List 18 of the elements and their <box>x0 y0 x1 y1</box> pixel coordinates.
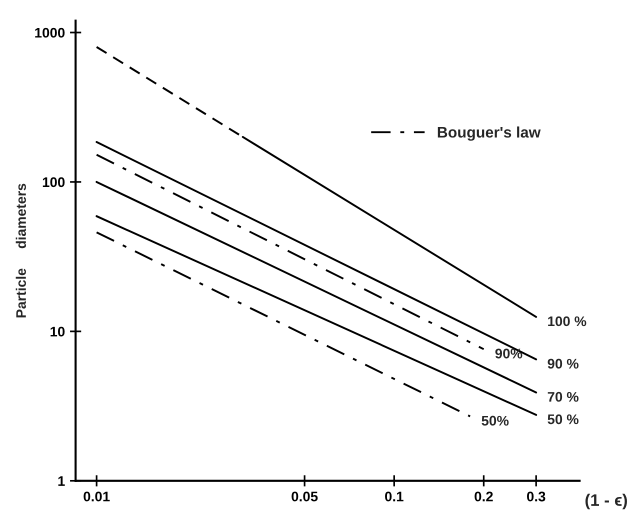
y-tick-label: 1000 <box>35 28 65 38</box>
y-axis-title: Particle diameters <box>16 184 26 318</box>
annotation: 90% <box>495 348 522 358</box>
y-tick-label: 10 <box>50 326 65 337</box>
annotation: 50 % <box>548 414 579 424</box>
x-tick-label: 0.3 <box>527 492 546 502</box>
x-tick-label: 0.1 <box>385 492 404 502</box>
x-tick-label: 0.05 <box>292 492 318 502</box>
x-tick-label: 0.01 <box>84 492 110 502</box>
annotation: 100 % <box>548 316 586 326</box>
x-tick-label: 0.2 <box>474 492 493 502</box>
legend-label: Bouguer's law <box>438 126 541 141</box>
x-axis-title: (1 - ϵ) <box>585 494 627 510</box>
y-tick-label: 1 <box>58 476 65 486</box>
annotation: 70 % <box>548 392 579 402</box>
annotation: 50% <box>482 416 509 426</box>
annotation: 90 % <box>548 358 579 369</box>
y-tick-label: 100 <box>42 177 65 188</box>
